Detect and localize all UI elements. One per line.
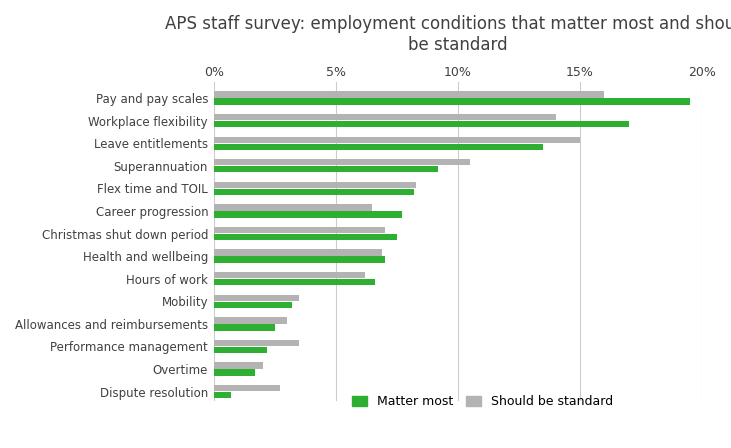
Bar	[213, 340, 299, 346]
Bar	[213, 362, 262, 369]
Bar	[213, 272, 365, 278]
Bar	[213, 317, 287, 323]
Bar	[213, 166, 439, 172]
Bar	[213, 91, 605, 98]
Bar	[213, 347, 268, 353]
Bar	[213, 189, 414, 195]
Bar	[213, 392, 231, 398]
Bar	[213, 204, 372, 211]
Bar	[213, 234, 397, 240]
Bar	[213, 114, 556, 121]
Bar	[213, 182, 417, 188]
Bar	[213, 250, 382, 256]
Title: APS staff survey: employment conditions that matter most and should
be standard: APS staff survey: employment conditions …	[165, 15, 731, 54]
Bar	[213, 227, 385, 233]
Bar	[213, 324, 275, 331]
Bar	[213, 143, 543, 150]
Legend: Matter most, Should be standard: Matter most, Should be standard	[346, 391, 618, 414]
Bar	[213, 295, 299, 301]
Bar	[213, 279, 375, 285]
Bar	[213, 121, 629, 127]
Bar	[213, 369, 255, 376]
Bar	[213, 159, 470, 165]
Bar	[213, 385, 280, 391]
Bar	[213, 211, 402, 218]
Bar	[213, 99, 690, 105]
Bar	[213, 256, 385, 263]
Bar	[213, 137, 580, 143]
Bar	[213, 302, 292, 308]
